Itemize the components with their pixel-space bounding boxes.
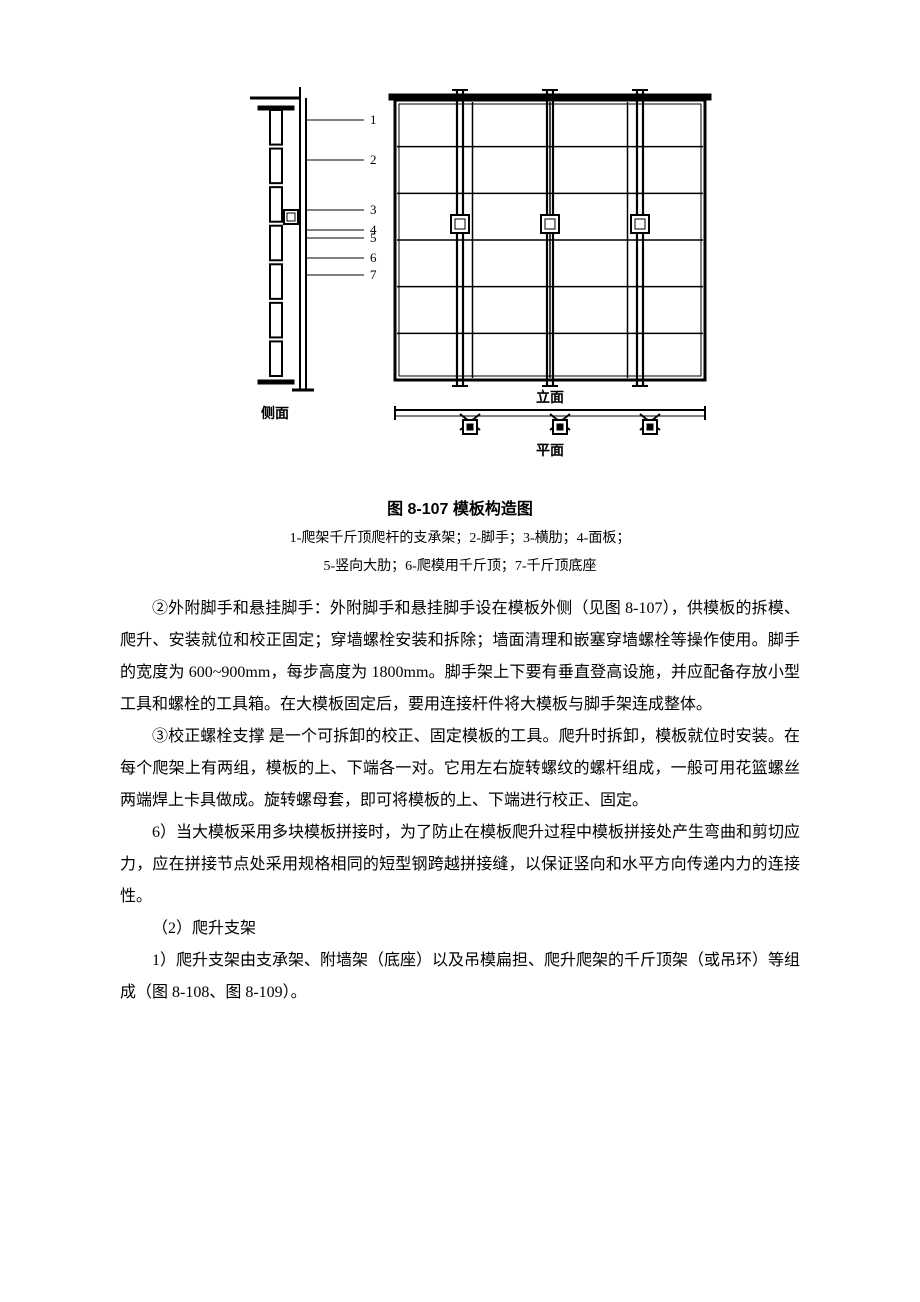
figure-caption: 图 8-107 模板构造图 (120, 495, 800, 519)
svg-text:侧面: 侧面 (261, 405, 289, 421)
figure-svg: 侧面1234567立面平面 (200, 80, 720, 480)
para-2-1: 1）爬升支架由支承架、附墙架（底座）以及吊模扁担、爬升爬架的千斤顶架（或吊环）等… (120, 945, 800, 1009)
svg-text:2: 2 (370, 152, 377, 167)
para-section-2: （2）爬升支架 (120, 913, 800, 945)
legend-line-1: 1-爬架千斤顶爬杆的支承架；2-脚手；3-横肋；4-面板； (120, 525, 800, 553)
para-3: ③校正螺栓支撑 是一个可拆卸的校正、固定模板的工具。爬升时拆卸，模板就位时安装。… (120, 721, 800, 817)
para-6: 6）当大模板采用多块模板拼接时，为了防止在模板爬升过程中模板拼接处产生弯曲和剪切… (120, 817, 800, 913)
figure-8-107: 侧面1234567立面平面 (120, 80, 800, 485)
body-text: ②外附脚手和悬挂脚手：外附脚手和悬挂脚手设在模板外侧（见图 8-107），供模板… (120, 593, 800, 1009)
document-page: 侧面1234567立面平面 图 8-107 模板构造图 1-爬架千斤顶爬杆的支承… (0, 0, 920, 1302)
svg-text:6: 6 (370, 250, 377, 265)
svg-text:3: 3 (370, 202, 377, 217)
legend-line-2: 5-竖向大肋；6-爬模用千斤顶；7-千斤顶底座 (120, 553, 800, 581)
svg-text:5: 5 (370, 230, 377, 245)
svg-text:1: 1 (370, 112, 377, 127)
svg-text:7: 7 (370, 267, 377, 282)
svg-text:立面: 立面 (536, 389, 564, 405)
figure-legend: 1-爬架千斤顶爬杆的支承架；2-脚手；3-横肋；4-面板； 5-竖向大肋；6-爬… (120, 525, 800, 581)
para-2: ②外附脚手和悬挂脚手：外附脚手和悬挂脚手设在模板外侧（见图 8-107），供模板… (120, 593, 800, 721)
svg-text:平面: 平面 (536, 442, 564, 458)
